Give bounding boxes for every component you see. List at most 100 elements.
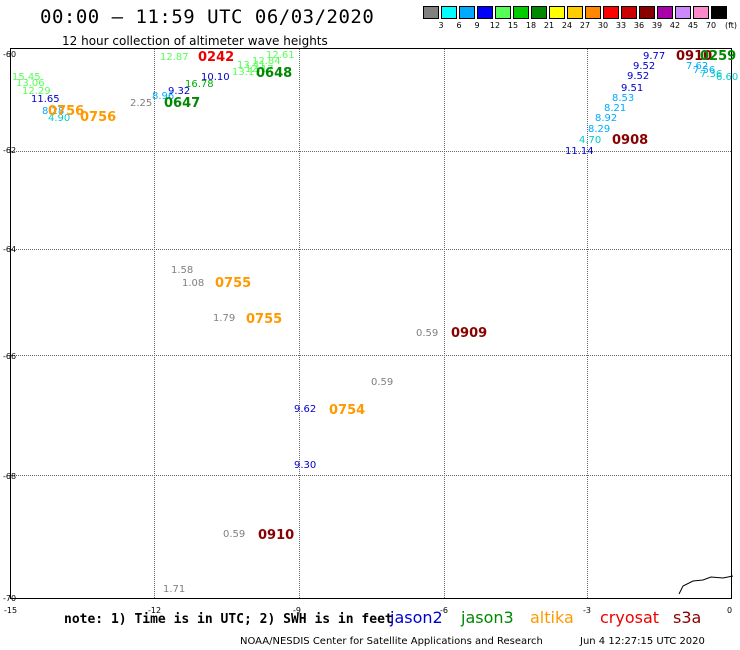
longitude-label: -6 (440, 606, 448, 615)
longitude-label: -12 (148, 606, 162, 615)
wave-height-label: 8.29 (588, 124, 611, 135)
pass-time-label: 0755 (246, 312, 283, 327)
wave-height-label: 12.17 (245, 64, 274, 75)
latitude-gridline (11, 151, 731, 152)
wave-height-label: 12.87 (160, 52, 189, 63)
colorbar-swatch (639, 6, 655, 19)
coastline-shape (678, 575, 733, 595)
colorbar-label: 33 (615, 21, 627, 30)
wave-height-label: 1.71 (163, 584, 186, 595)
colorbar-swatch (603, 6, 619, 19)
colorbar-swatch (567, 6, 583, 19)
satellite-legend-altika: altika (530, 608, 574, 627)
pass-time-label: 0909 (451, 326, 488, 341)
wave-height-label: 1.79 (213, 313, 236, 324)
wave-height-label: 13.06 (16, 78, 45, 89)
wave-height-label: 12.29 (22, 86, 51, 97)
wave-height-label: 9.32 (168, 86, 191, 97)
credit-line: NOAA/NESDIS Center for Satellite Applica… (240, 636, 543, 647)
colorbar-label: 6 (456, 21, 462, 30)
longitude-label: -3 (583, 606, 591, 615)
colorbar-swatch (549, 6, 565, 19)
colorbar-swatch (693, 6, 709, 19)
colorbar-swatch (675, 6, 691, 19)
longitude-gridline (587, 49, 588, 598)
colorbar-swatch (477, 6, 493, 19)
colorbar-label: 39 (651, 21, 663, 30)
wave-height-label: 10.10 (201, 72, 230, 83)
latitude-label: -66 (3, 352, 17, 361)
satellite-legend-jason3: jason3 (461, 608, 514, 627)
latitude-label: -68 (3, 472, 17, 481)
satellite-legend-cryosat: cryosat (600, 608, 660, 627)
wave-height-label: 13.17 (232, 67, 261, 78)
colorbar-swatch (441, 6, 457, 19)
pass-time-label: 0756 (80, 110, 117, 125)
colorbar-swatch (495, 6, 511, 19)
pass-time-label: 0647 (164, 96, 201, 111)
colorbar-label: 36 (633, 21, 645, 30)
colorbar-label: 3 (438, 21, 444, 30)
colorbar-label: 24 (561, 21, 573, 30)
wave-height-label: 1.08 (182, 278, 205, 289)
colorbar-swatch (423, 6, 439, 19)
colorbar-swatch (585, 6, 601, 19)
latitude-label: -60 (3, 50, 17, 59)
wave-height-label: 7.36 (700, 69, 723, 80)
wave-height-label: 8.92 (595, 113, 618, 124)
latitude-label: -64 (3, 245, 17, 254)
colorbar-swatch (531, 6, 547, 19)
wave-height-label: 4.90 (48, 113, 71, 124)
colorbar-label: 12 (489, 21, 501, 30)
wave-height-label: 8.53 (612, 93, 635, 104)
pass-time-label: 0756 (48, 104, 85, 119)
latitude-gridline (11, 249, 731, 250)
latitude-gridline (11, 355, 731, 356)
satellite-legend-jason2: jason2 (390, 608, 443, 627)
colorbar-label: 42 (669, 21, 681, 30)
pass-time-label: 0259 (700, 49, 737, 64)
satellite-legend-s3a: s3a (673, 608, 702, 627)
wave-height-label: 6.60 (716, 72, 739, 83)
map-plot-area (10, 48, 733, 599)
wave-height-label: 9.30 (294, 460, 317, 471)
footnote: note: 1) Time is in UTC; 2) SWH is in fe… (64, 612, 393, 627)
wave-height-label: 9.51 (621, 83, 644, 94)
wave-height-label: 9.52 (627, 71, 650, 82)
colorbar-label: 45 (687, 21, 699, 30)
colorbar-label: 21 (543, 21, 555, 30)
wave-height-label: 7.62 (686, 61, 709, 72)
wave-height-label: 11.14 (565, 146, 594, 157)
wave-height-label: 15.45 (12, 72, 41, 83)
wave-height-label: 0.59 (223, 529, 246, 540)
map-title: 00:00 – 11:59 UTC 06/03/2020 (40, 6, 375, 28)
generated-timestamp: Jun 4 12:27:15 UTC 2020 (580, 636, 705, 647)
colorbar-swatch (711, 6, 727, 19)
wave-height-label: 0.59 (371, 377, 394, 388)
colorbar-unit: (ft) (725, 21, 738, 30)
wave-height-label: 11.65 (31, 94, 60, 105)
colorbar-label: 18 (525, 21, 537, 30)
wave-height-label: 13.41 (237, 60, 266, 71)
colorbar-label: 30 (597, 21, 609, 30)
colorbar-swatch (621, 6, 637, 19)
colorbar-label: 15 (507, 21, 519, 30)
wave-height-label: 9.62 (294, 404, 317, 415)
latitude-label: -62 (3, 146, 17, 155)
colorbar-swatch (459, 6, 475, 19)
colorbar-swatch (513, 6, 529, 19)
wave-height-label: 2.25 (130, 98, 153, 109)
wave-height-label: 9.77 (643, 51, 666, 62)
longitude-gridline (444, 49, 445, 598)
longitude-label: -9 (293, 606, 301, 615)
pass-time-label: 0755 (215, 276, 252, 291)
wave-height-label: 8.28 (42, 106, 65, 117)
pass-time-label: 0242 (198, 50, 235, 65)
colorbar-label: 9 (474, 21, 480, 30)
wave-height-label: 8.96 (152, 91, 175, 102)
latitude-label: -70 (3, 594, 17, 603)
wave-height-label: 12.84 (252, 56, 281, 67)
wave-height-label: 8.21 (604, 103, 627, 114)
wave-height-label: 1.58 (171, 265, 194, 276)
wave-height-label: 16.78 (185, 79, 214, 90)
